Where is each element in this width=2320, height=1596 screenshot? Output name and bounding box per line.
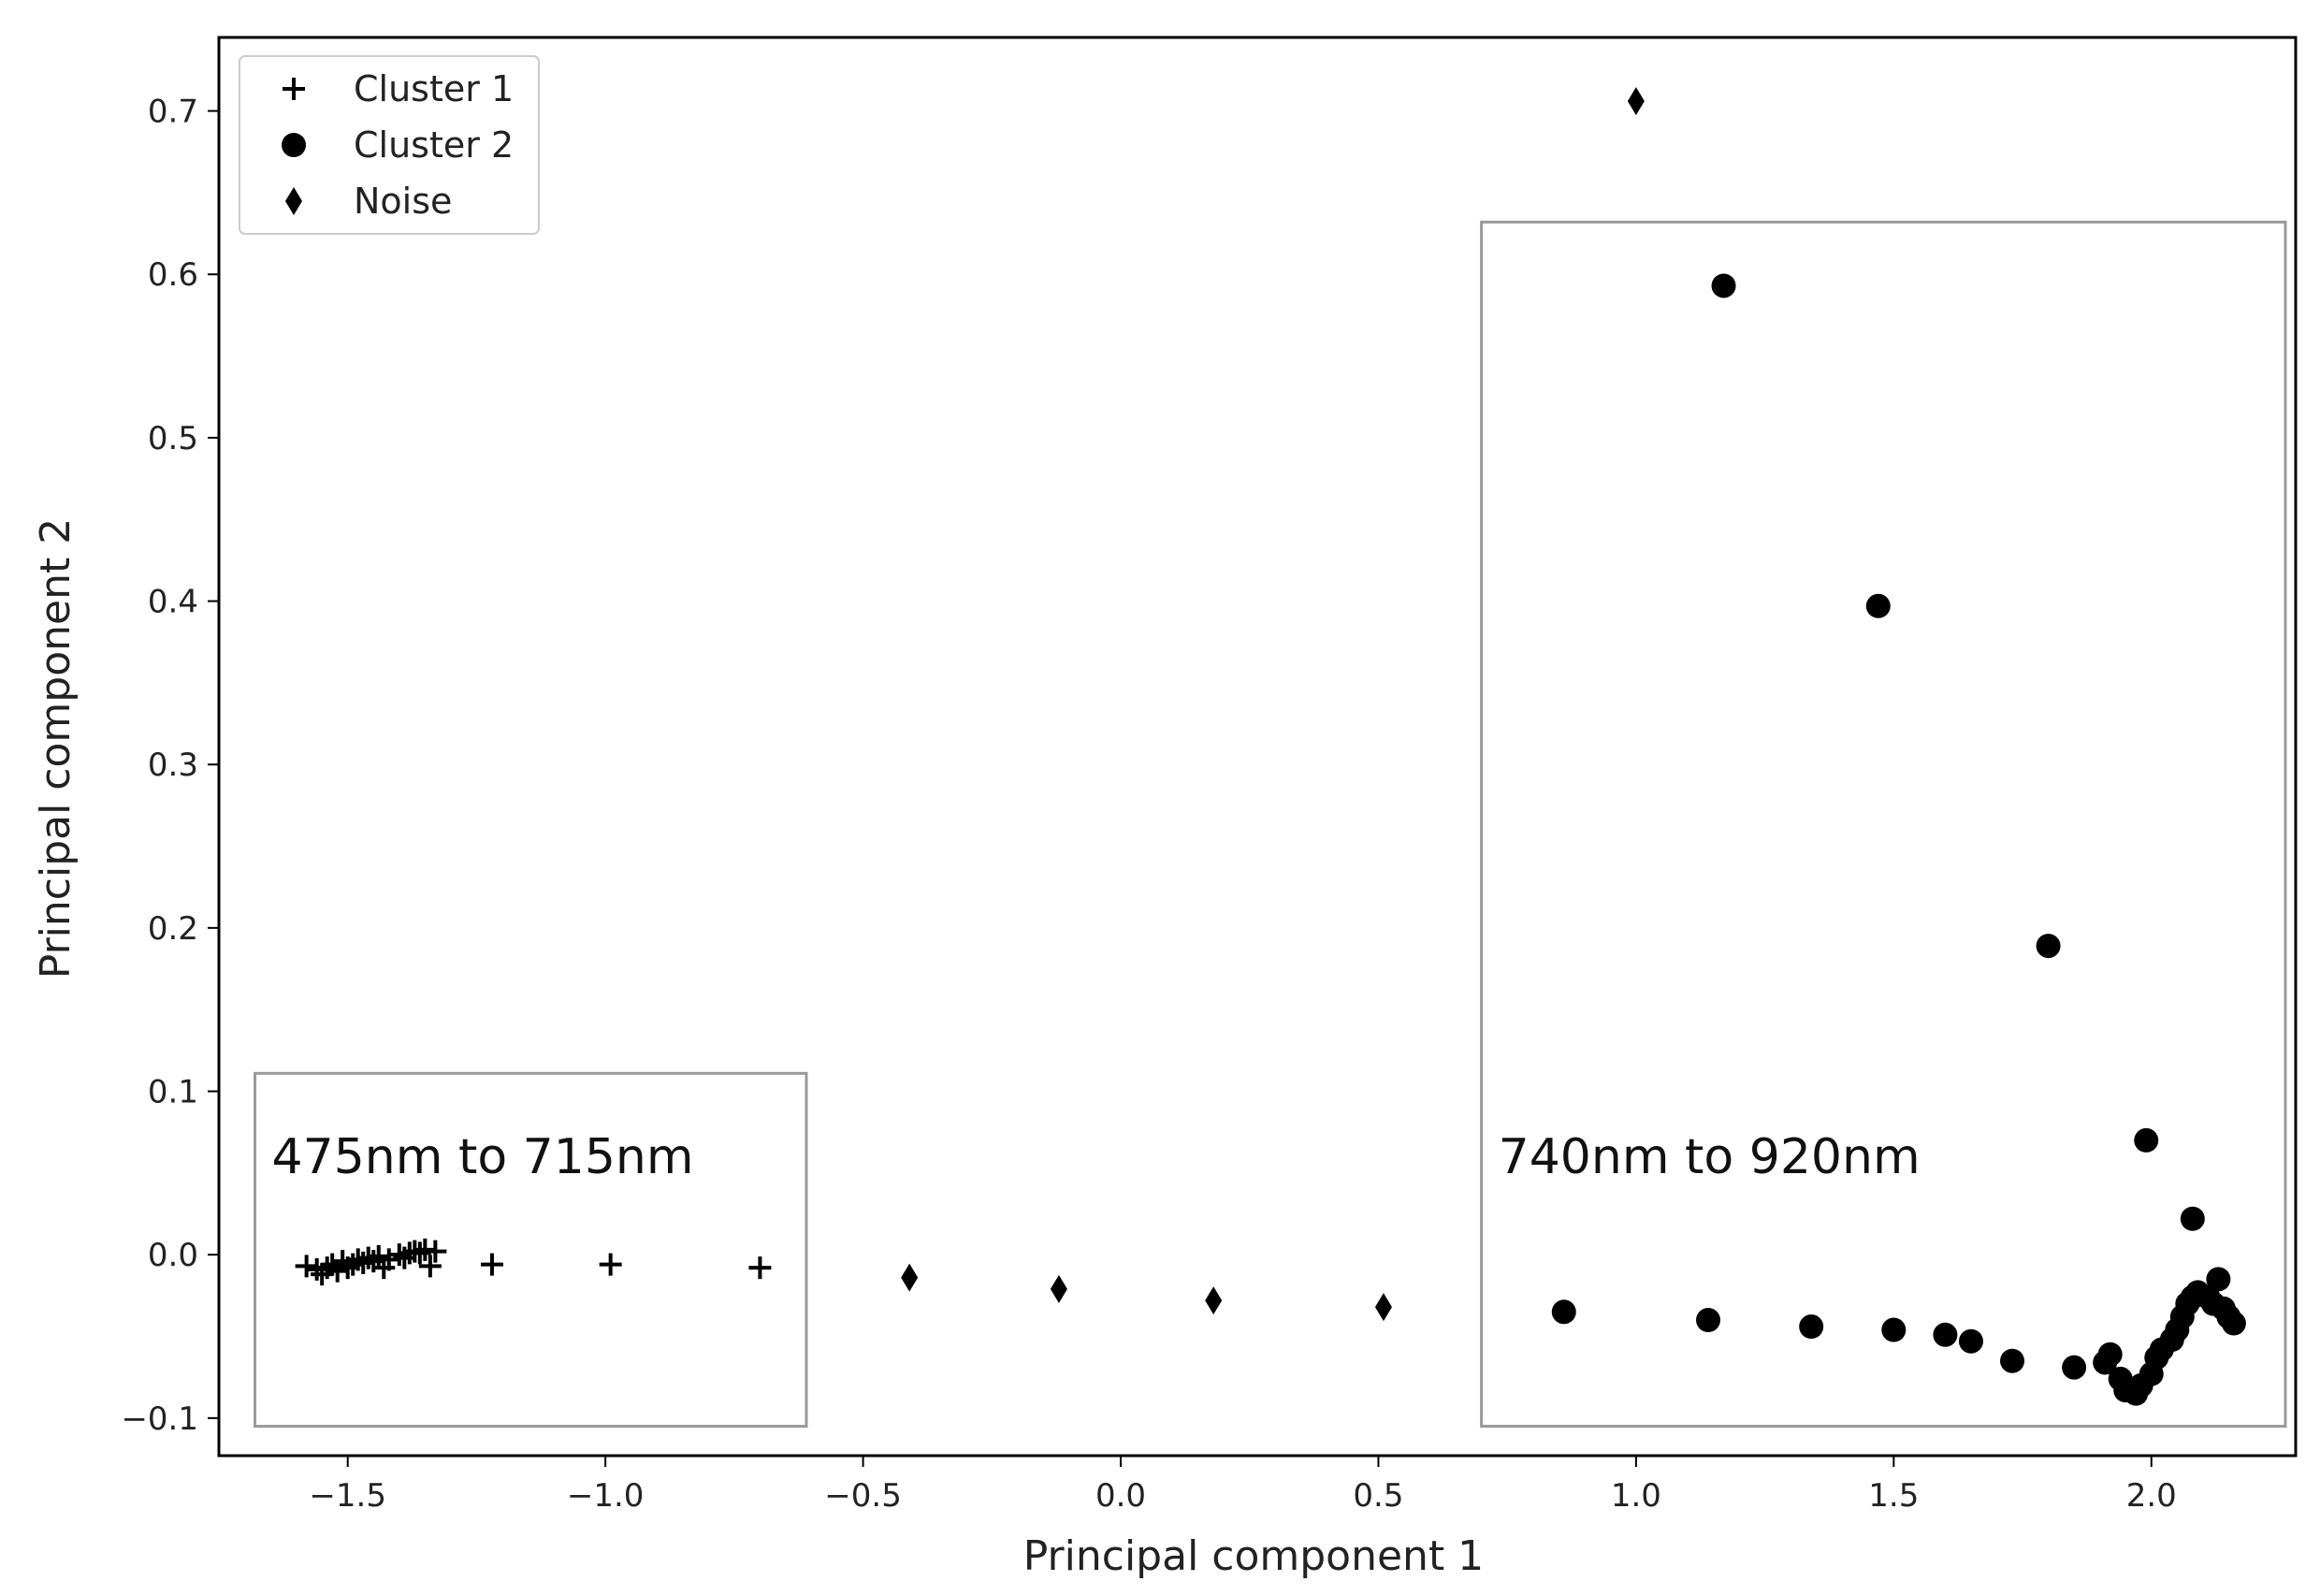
annotation-label-1: 475nm to 715nm [272, 1129, 694, 1185]
y-tick-label-3: 0.1 [148, 1074, 198, 1111]
y-tick-label-6: 0.4 [148, 584, 198, 621]
x-tick-label-6: 1.0 [1611, 1477, 1661, 1515]
point-series-2-10 [1933, 1322, 1958, 1347]
x-tick-label-7: 1.5 [1868, 1477, 1919, 1515]
annotation-label-2: 740nm to 920nm [1499, 1129, 1921, 1185]
point-series-1-25 [480, 1253, 503, 1276]
point-series-1-1 [295, 1255, 318, 1278]
plot-frame [217, 36, 2298, 1458]
point-series-1-4 [315, 1256, 339, 1280]
point-series-2-11 [1958, 1328, 1983, 1354]
point-series-1-27 [748, 1256, 772, 1280]
point-series-1-6 [326, 1259, 349, 1283]
y-axis-ticks: −0.1 0.0 0.1 0.2 0.3 0.4 0.5 0.6 0.7 [121, 94, 219, 1438]
legend-box [239, 55, 540, 235]
x-axis-label: Principal component 1 [1023, 1532, 1484, 1580]
point-series-3-1 [1627, 87, 1645, 116]
point-series-3-4 [1205, 1286, 1223, 1315]
legend: Cluster 1 Cluster 2 Noise [239, 55, 540, 235]
point-series-2-13 [2062, 1355, 2087, 1380]
point-series-3-5 [1374, 1293, 1392, 1322]
point-series-2-3 [2036, 934, 2061, 959]
legend-label-cluster-1: Cluster 1 [354, 68, 514, 109]
x-tick-label-4: 0.0 [1095, 1477, 1146, 1515]
y-tick-label-4: 0.2 [148, 910, 198, 948]
y-tick-label-8: 0.6 [148, 256, 198, 294]
legend-label-noise: Noise [354, 181, 452, 222]
x-tick-label-3: −0.5 [824, 1477, 902, 1515]
point-series-3-2 [901, 1263, 919, 1292]
annotation-box-1 [254, 1071, 808, 1429]
point-series-2-34 [2221, 1311, 2246, 1336]
point-series-1-23 [418, 1255, 442, 1278]
point-series-2-15 [2097, 1342, 2123, 1367]
x-tick-label-8: 2.0 [2126, 1477, 2177, 1515]
point-series-2-6 [1551, 1299, 1576, 1325]
x-tick-label-2: −1.0 [567, 1477, 645, 1515]
legend-marker-3 [285, 187, 302, 215]
y-tick-label-5: 0.3 [148, 747, 198, 784]
point-series-1-14 [367, 1244, 390, 1268]
legend-markers [282, 78, 306, 215]
legend-marker-2 [282, 133, 306, 157]
legend-label-cluster-2: Cluster 2 [354, 124, 514, 166]
y-axis-label: Principal component 2 [32, 518, 80, 979]
point-series-2-31 [2206, 1267, 2231, 1292]
point-series-2-4 [2134, 1127, 2159, 1153]
point-series-2-7 [1696, 1308, 1721, 1333]
point-series-2-1 [1711, 273, 1736, 298]
legend-marker-1 [283, 78, 305, 100]
y-tick-label-1: −0.1 [121, 1400, 198, 1438]
point-series-2-12 [2000, 1348, 2025, 1373]
point-series-3-3 [1050, 1274, 1067, 1303]
annotation-box-2 [1480, 220, 2287, 1429]
annotation-boxes: 475nm to 715nm 740nm to 920nm [254, 220, 2287, 1429]
point-series-2-8 [1799, 1314, 1824, 1340]
point-series-1-24 [424, 1240, 447, 1263]
x-tick-label-1: −1.5 [309, 1477, 386, 1515]
x-tick-label-5: 0.5 [1353, 1477, 1403, 1515]
y-tick-label-7: 0.5 [148, 420, 198, 457]
y-tick-label-2: 0.0 [148, 1237, 198, 1274]
point-series-2-5 [2180, 1206, 2205, 1231]
point-series-2-2 [1865, 593, 1891, 618]
data-points [295, 87, 2246, 1406]
y-tick-label-9: 0.7 [148, 94, 198, 131]
x-axis-ticks: −1.5 −1.0 −0.5 0.0 0.5 1.0 1.5 2.0 [309, 1456, 2177, 1515]
point-series-2-9 [1881, 1317, 1907, 1342]
point-series-1-26 [599, 1253, 622, 1276]
